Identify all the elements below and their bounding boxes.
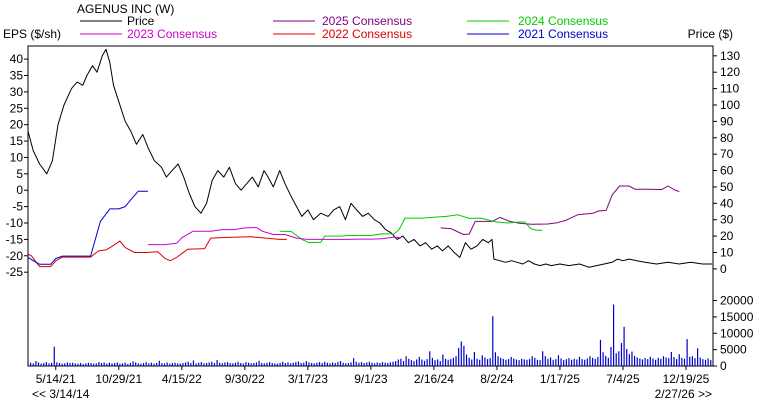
legend-label-2022-consensus: 2022 Consensus — [322, 27, 412, 41]
volume-tick-label: 20000 — [720, 294, 754, 308]
price-tick-label: 70 — [720, 147, 734, 161]
series-line-2025-consensus — [440, 185, 680, 235]
eps-tick-label: -25 — [6, 265, 24, 279]
eps-tick-label: -10 — [6, 216, 24, 230]
eps-tick-label: 0 — [16, 183, 23, 197]
volume-tick-label: 15000 — [720, 310, 754, 324]
eps-tick-label: -5 — [12, 200, 23, 214]
prev-period-link[interactable]: << 3/14/14 — [32, 387, 90, 400]
price-tick-label: 100 — [720, 98, 740, 112]
date-tick-label: 7/4/25 — [606, 372, 640, 386]
date-tick-label: 3/17/23 — [288, 372, 328, 386]
price-tick-label: 10 — [720, 246, 734, 260]
date-tick-label: 2/16/24 — [414, 372, 454, 386]
price-tick-label: 40 — [720, 196, 734, 210]
series-line-2024-consensus — [279, 214, 543, 244]
eps-tick-label: 15 — [10, 134, 24, 148]
series-line-price — [27, 48, 713, 268]
volume-axis: 20000 15000 10000 5000 0 — [713, 294, 754, 373]
chart-title: AGENUS INC (W) — [77, 2, 174, 16]
eps-tick-label: 30 — [10, 85, 24, 99]
date-axis: 5/14/21 10/29/21 4/15/22 9/30/22 3/17/23 9/1/… — [36, 366, 710, 386]
eps-tick-label: -15 — [6, 232, 24, 246]
series-line-2021-consensus — [27, 190, 148, 265]
price-tick-label: 90 — [720, 114, 734, 128]
price-tick-label: 20 — [720, 229, 734, 243]
price-tick-label: 30 — [720, 213, 734, 227]
next-period-link[interactable]: 2/27/26 >> — [655, 387, 712, 400]
date-tick-label: 1/17/25 — [540, 372, 580, 386]
date-tick-label: 12/19/25 — [663, 372, 710, 386]
eps-axis: 40 35 30 25 20 15 10 5 0 -5 -10 -15 -20 -25 — [6, 52, 28, 279]
plot-frame — [27, 45, 714, 367]
eps-tick-label: 10 — [10, 150, 24, 164]
eps-tick-label: 40 — [10, 52, 24, 66]
eps-tick-label: 25 — [10, 101, 24, 115]
series-line-2023-consensus — [148, 227, 401, 246]
price-tick-label: 120 — [720, 65, 740, 79]
date-tick-label: 8/2/24 — [480, 372, 514, 386]
eps-tick-label: -20 — [6, 249, 24, 263]
eps-tick-label: 5 — [16, 167, 23, 181]
volume-tick-label: 10000 — [720, 326, 754, 340]
legend-label-2023-consensus: 2023 Consensus — [127, 27, 217, 41]
date-tick-label: 9/30/22 — [225, 372, 265, 386]
eps-tick-label: 20 — [10, 118, 24, 132]
date-tick-label: 4/15/22 — [162, 372, 202, 386]
legend-label-price: Price — [127, 14, 155, 28]
price-tick-label: 60 — [720, 164, 734, 178]
volume-tick-label: 0 — [720, 359, 727, 373]
volume-tick-label: 5000 — [720, 343, 747, 357]
price-tick-label: 80 — [720, 131, 734, 145]
price-tick-label: 50 — [720, 180, 734, 194]
date-tick-label: 5/14/21 — [36, 372, 76, 386]
series-line-2022-consensus — [27, 236, 287, 268]
legend-label-2024-consensus: 2024 Consensus — [518, 14, 608, 28]
legend-label-2025-consensus: 2025 Consensus — [322, 14, 412, 28]
eps-tick-label: 35 — [10, 69, 24, 83]
legend: AGENUS INC (W) EPS ($/sh) Price ($) Pric… — [3, 2, 733, 41]
volume-bars — [27, 304, 712, 366]
left-axis-label: EPS ($/sh) — [3, 27, 61, 41]
price-tick-label: 110 — [720, 82, 739, 96]
series-lines — [27, 48, 713, 268]
price-tick-label: 130 — [720, 49, 740, 63]
right-axis-label: Price ($) — [688, 27, 733, 41]
legend-label-2021-consensus: 2021 Consensus — [518, 27, 608, 41]
price-tick-label: 0 — [720, 262, 727, 276]
date-tick-label: 10/29/21 — [95, 372, 142, 386]
date-tick-label: 9/1/23 — [354, 372, 388, 386]
